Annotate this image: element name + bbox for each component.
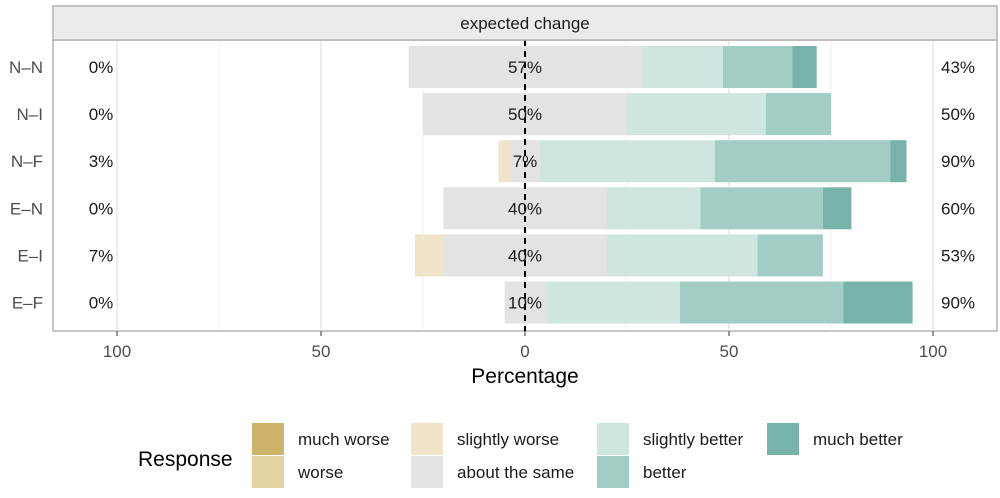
center-percent-label: 57% [508, 58, 542, 77]
bar-slightly-better [539, 140, 715, 183]
bar-slightly-worse [498, 140, 511, 183]
category-label: N–F [11, 152, 43, 171]
bar-slightly-better [545, 281, 681, 324]
facet-title: expected change [460, 14, 590, 33]
left-percent-label: 0% [89, 58, 114, 77]
right-percent-label: 53% [941, 246, 975, 265]
legend-label-worse: worse [297, 463, 343, 482]
legend-label-about-the-same: about the same [457, 463, 574, 482]
bar-slightly-better [627, 93, 766, 136]
left-percent-label: 3% [89, 152, 114, 171]
bar-slightly-better [606, 234, 758, 277]
bar-better [680, 281, 844, 324]
legend-key-worse [252, 456, 284, 488]
legend-label-much-worse: much worse [298, 430, 390, 449]
center-percent-label: 50% [508, 105, 542, 124]
left-percent-label: 0% [89, 294, 114, 313]
center-percent-label: 40% [508, 199, 542, 218]
right-percent-label: 90% [941, 152, 975, 171]
legend-key-much-better [767, 423, 799, 455]
category-label: E–I [17, 246, 43, 265]
legend-key-slightly-better [597, 423, 629, 455]
x-tick-label: 100 [919, 342, 947, 361]
x-tick-label: 50 [312, 342, 331, 361]
facet-strip [52, 5, 998, 41]
bar-better [700, 187, 823, 230]
category-label: E–N [10, 199, 43, 218]
x-axis-title: Percentage [471, 365, 578, 388]
bar-slightly-better [641, 46, 723, 88]
bar-slightly-better [606, 187, 701, 230]
bar-better [722, 46, 793, 88]
left-percent-label: 0% [89, 105, 114, 124]
right-percent-label: 43% [941, 58, 975, 77]
x-axis: 100 50 0 50 100 [103, 331, 947, 361]
bars [408, 46, 913, 324]
category-label: E–F [12, 294, 43, 313]
bar-slightly-worse [414, 234, 444, 277]
right-percent-label: 90% [941, 294, 975, 313]
category-label: N–N [9, 58, 43, 77]
legend-key-about-the-same [411, 456, 443, 488]
center-percent-label: 10% [508, 294, 542, 313]
center-percent-label: 7% [513, 152, 538, 171]
bar-much-better [843, 281, 913, 324]
data-labels: 0% 57% 43% 0% 50% 50% 3% 7% 90% 0% 40% 60% 7% 40% 53% 0… [89, 58, 975, 313]
legend: Response much worse worse slightly worse ab… [138, 423, 903, 488]
bar-much-better [792, 46, 817, 88]
legend-key-slightly-worse [411, 423, 443, 455]
category-labels: N–N N–I N–F E–N E–I E–F [9, 58, 43, 313]
bar-much-better [822, 187, 852, 230]
bar-better [765, 93, 831, 136]
bar-better [714, 140, 891, 183]
category-label: N–I [17, 105, 43, 124]
x-tick-label: 100 [103, 342, 131, 361]
bar-better [757, 234, 823, 277]
left-percent-label: 7% [89, 246, 114, 265]
right-percent-label: 60% [941, 199, 975, 218]
legend-key-much-worse [252, 423, 284, 455]
legend-label-slightly-better: slightly better [643, 430, 743, 449]
bar-much-better [890, 140, 907, 183]
left-percent-label: 0% [89, 199, 114, 218]
legend-label-much-better: much better [813, 430, 903, 449]
legend-title: Response [138, 448, 233, 471]
x-tick-label: 50 [720, 342, 739, 361]
x-tick-label: 0 [520, 342, 529, 361]
legend-key-better [597, 456, 629, 488]
legend-label-better: better [643, 463, 687, 482]
right-percent-label: 50% [941, 105, 975, 124]
legend-label-slightly-worse: slightly worse [457, 430, 559, 449]
center-percent-label: 40% [508, 246, 542, 265]
